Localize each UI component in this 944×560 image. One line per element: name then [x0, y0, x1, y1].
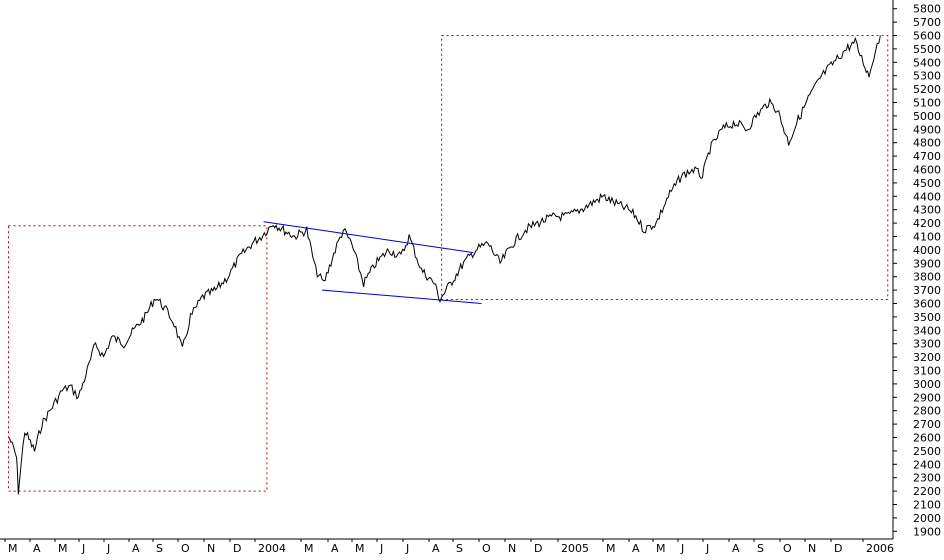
y-tick-label: 5000 — [913, 110, 941, 123]
y-tick-label: 5800 — [913, 3, 941, 16]
y-tick-label: 4700 — [913, 150, 941, 163]
y-tick-label: 5100 — [913, 97, 941, 110]
y-tick-label: 2300 — [913, 472, 941, 485]
y-tick-label: 4900 — [913, 123, 941, 136]
y-tick-label: 4500 — [913, 177, 941, 190]
x-tick-label: S — [757, 542, 764, 555]
x-tick-label: M — [304, 542, 314, 555]
y-tick-label: 3200 — [913, 351, 941, 364]
y-tick-label: 3700 — [913, 284, 941, 297]
y-tick-label: 2400 — [913, 458, 941, 471]
x-tick-label: M — [8, 542, 18, 555]
y-tick-label: 5600 — [913, 30, 941, 43]
x-tick-label: S — [456, 542, 463, 555]
y-tick-label: 5300 — [913, 70, 941, 83]
price-series — [8, 35, 881, 495]
trend-lines — [263, 221, 482, 304]
x-tick-label: A — [331, 542, 339, 555]
x-tick-label: N — [508, 542, 516, 555]
y-tick-label: 2700 — [913, 418, 941, 431]
y-tick-label: 5400 — [913, 56, 941, 69]
x-axis: M A M J J A S O N D 2004 M A M J J A S O N D 2005 M A M J J A S O N D 20… — [0, 538, 894, 555]
y-tick-label: 2800 — [913, 405, 941, 418]
y-tick-label: 3900 — [913, 257, 941, 270]
y-tick-label: 2000 — [913, 512, 941, 525]
x-tick-label: O — [181, 542, 190, 555]
x-tick-label: 2006 — [866, 542, 894, 555]
x-tick-label: J — [680, 542, 684, 555]
x-tick-label: D — [233, 542, 241, 555]
x-tick-label: 2004 — [258, 542, 286, 555]
x-tick-label: S — [156, 542, 163, 555]
y-axis: 1900200021002200230024002500260027002800… — [892, 0, 941, 539]
y-tick-label: 2600 — [913, 432, 941, 445]
y-tick-label: 3800 — [913, 271, 941, 284]
y-tick-label: 2500 — [913, 445, 941, 458]
x-tick-label: M — [58, 542, 68, 555]
x-tick-label: M — [656, 542, 666, 555]
x-tick-label: M — [355, 542, 365, 555]
trend-line — [322, 289, 482, 304]
y-tick-label: 3100 — [913, 365, 941, 378]
x-tick-label: 2005 — [561, 542, 589, 555]
x-tick-label: A — [732, 542, 740, 555]
y-tick-label: 3600 — [913, 298, 941, 311]
y-tick-label: 4400 — [913, 190, 941, 203]
y-tick-label: 2100 — [913, 499, 941, 512]
x-tick-label: A — [33, 542, 41, 555]
x-tick-label: O — [783, 542, 792, 555]
y-tick-label: 2900 — [913, 391, 941, 404]
y-tick-label: 4100 — [913, 231, 941, 244]
x-tick-label: M — [606, 542, 616, 555]
y-tick-label: 4600 — [913, 164, 941, 177]
y-tick-label: 5200 — [913, 83, 941, 96]
x-tick-label: N — [808, 542, 816, 555]
x-tick-label: A — [432, 542, 440, 555]
x-tick-label: J — [106, 542, 110, 555]
x-tick-label: O — [482, 542, 491, 555]
y-tick-label: 3300 — [913, 338, 941, 351]
y-tick-label: 1900 — [913, 525, 941, 538]
y-tick-label: 4300 — [913, 204, 941, 217]
trend-line — [263, 221, 474, 254]
x-tick-label: N — [207, 542, 215, 555]
x-tick-label: D — [834, 542, 842, 555]
x-tick-label: J — [81, 542, 85, 555]
highlight-boxes — [8, 35, 889, 492]
y-tick-label: 3000 — [913, 378, 941, 391]
x-tick-label: J — [705, 542, 709, 555]
y-tick-label: 5500 — [913, 43, 941, 56]
x-tick-label: D — [534, 542, 542, 555]
x-tick-label: J — [405, 542, 409, 555]
price-line — [8, 35, 881, 495]
x-tick-label: A — [132, 542, 140, 555]
y-tick-label: 3500 — [913, 311, 941, 324]
y-tick-label: 2200 — [913, 485, 941, 498]
y-tick-label: 4200 — [913, 217, 941, 230]
y-tick-label: 4000 — [913, 244, 941, 257]
y-tick-label: 4800 — [913, 137, 941, 150]
x-tick-label: J — [379, 542, 383, 555]
highlight-box — [8, 225, 268, 492]
x-tick-label: A — [632, 542, 640, 555]
y-tick-label: 3400 — [913, 324, 941, 337]
y-tick-label: 5700 — [913, 16, 941, 29]
highlight-box — [441, 35, 889, 300]
